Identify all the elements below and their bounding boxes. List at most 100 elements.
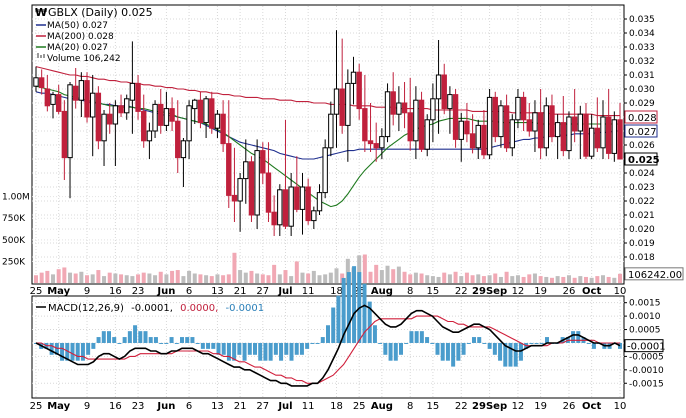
candle-down — [452, 94, 459, 140]
candle-down — [464, 120, 470, 135]
volume-bar — [487, 275, 492, 283]
volume-bar — [538, 276, 543, 283]
volume-bar — [532, 273, 537, 283]
candle-down — [135, 82, 141, 112]
volume-bar — [578, 276, 583, 283]
volume-bar — [436, 276, 441, 283]
volume-bar — [215, 274, 220, 283]
macd-signal-value: 0.0000, — [180, 303, 218, 314]
candle-up — [543, 105, 549, 149]
candle-up — [192, 99, 198, 110]
macd-value: -0.0001, — [131, 303, 173, 314]
date-label: 13 — [211, 286, 224, 297]
date-label: 11 — [302, 286, 315, 297]
date-label: 10 — [614, 286, 627, 297]
candle-up — [588, 127, 595, 157]
volume-bar — [68, 272, 73, 283]
candle-down — [481, 124, 487, 156]
price-tag-label: 0.025 — [628, 155, 660, 166]
candle-down — [248, 161, 255, 216]
macd-tick-label: -0.0015 — [629, 379, 664, 389]
macd-hist-bar — [190, 337, 195, 343]
volume-tick-label: 750K — [2, 214, 26, 224]
macd-line — [35, 304, 621, 387]
volume-axis: 1.00M 750K 500K 250K — [2, 193, 30, 268]
macd-hist-bar — [226, 342, 231, 361]
macd-hist-bar — [539, 342, 544, 344]
volume-bar — [561, 276, 566, 283]
volume-bar — [289, 276, 294, 283]
candle-up — [447, 94, 453, 110]
price-tick-label: 0.029 — [629, 99, 655, 109]
volume-bar — [385, 265, 390, 283]
volume-bar — [476, 274, 481, 283]
candle-up — [498, 105, 504, 138]
volume-bars — [34, 252, 622, 283]
volume-bar — [113, 273, 118, 283]
candle-down — [356, 71, 362, 110]
candle-up — [532, 112, 538, 132]
date-label: 27 — [256, 286, 269, 297]
date-label-bottom: May — [47, 401, 70, 412]
volume-bar — [34, 275, 38, 283]
volume-bar — [204, 275, 209, 283]
volume-bar — [408, 274, 413, 283]
date-label: Jul — [277, 286, 292, 297]
macd-hist-bar — [477, 337, 482, 343]
candle-up — [333, 88, 340, 115]
macd-hist-bar — [211, 342, 216, 349]
candle-up — [413, 99, 419, 142]
volume-bar — [425, 275, 430, 283]
date-label-bottom: 10 — [614, 401, 627, 412]
candle-down — [362, 108, 368, 142]
candle-down — [260, 150, 266, 174]
volume-bar — [459, 276, 464, 283]
macd-hist-bar — [498, 342, 503, 361]
candle-up — [50, 94, 56, 105]
macd-hist-bar — [153, 337, 158, 343]
volume-bar — [328, 272, 333, 283]
volume-bar — [209, 276, 214, 283]
volume-bar — [549, 277, 554, 283]
volume-bar — [153, 275, 158, 283]
candle-up — [350, 71, 357, 84]
candle-down — [401, 102, 408, 114]
volume-bar — [130, 276, 135, 283]
candle-down — [61, 110, 68, 159]
date-label-bottom: 12 — [512, 401, 525, 412]
macd-hist-bar — [247, 342, 252, 355]
candle-up — [146, 130, 153, 142]
volume-bar — [73, 273, 78, 283]
candle-down — [418, 99, 425, 150]
volume-bar — [85, 275, 90, 283]
date-label-bottom: 22 — [455, 401, 468, 412]
date-axis-bottom: 25 May 9 16 23 Jun 6 13 21 27 Jul 11 18 25 Aug 8 15 22 29S… — [30, 401, 627, 412]
candle-down — [175, 120, 181, 159]
candle-down — [469, 133, 476, 149]
volume-bar — [238, 270, 243, 283]
volume-bar — [357, 255, 362, 283]
date-label-bottom: Oct — [582, 401, 601, 412]
candle-up — [486, 96, 493, 156]
volume-bar — [260, 274, 265, 283]
candle-up — [458, 120, 464, 140]
macd-hist-bar — [164, 342, 169, 344]
volume-bar — [589, 277, 594, 283]
macd-hist-bar — [253, 342, 257, 355]
volume-bar — [442, 272, 447, 283]
macd-hist-bar — [466, 342, 471, 344]
price-tag-box — [624, 110, 658, 124]
volume-bar — [600, 275, 605, 283]
date-label: 6 — [186, 286, 192, 297]
macd-hist-bar — [143, 331, 148, 343]
candle-up — [101, 113, 107, 142]
macd-hist-bar — [419, 331, 424, 343]
macd-hist-bar — [326, 325, 330, 343]
legend-swatch-volume-a — [37, 53, 39, 58]
volume-bar — [447, 274, 452, 283]
candlesticks — [33, 30, 623, 236]
macd-lines — [35, 304, 621, 387]
candle-up — [299, 186, 306, 210]
candle-up — [509, 119, 515, 149]
macd-hist-bar — [367, 301, 372, 343]
